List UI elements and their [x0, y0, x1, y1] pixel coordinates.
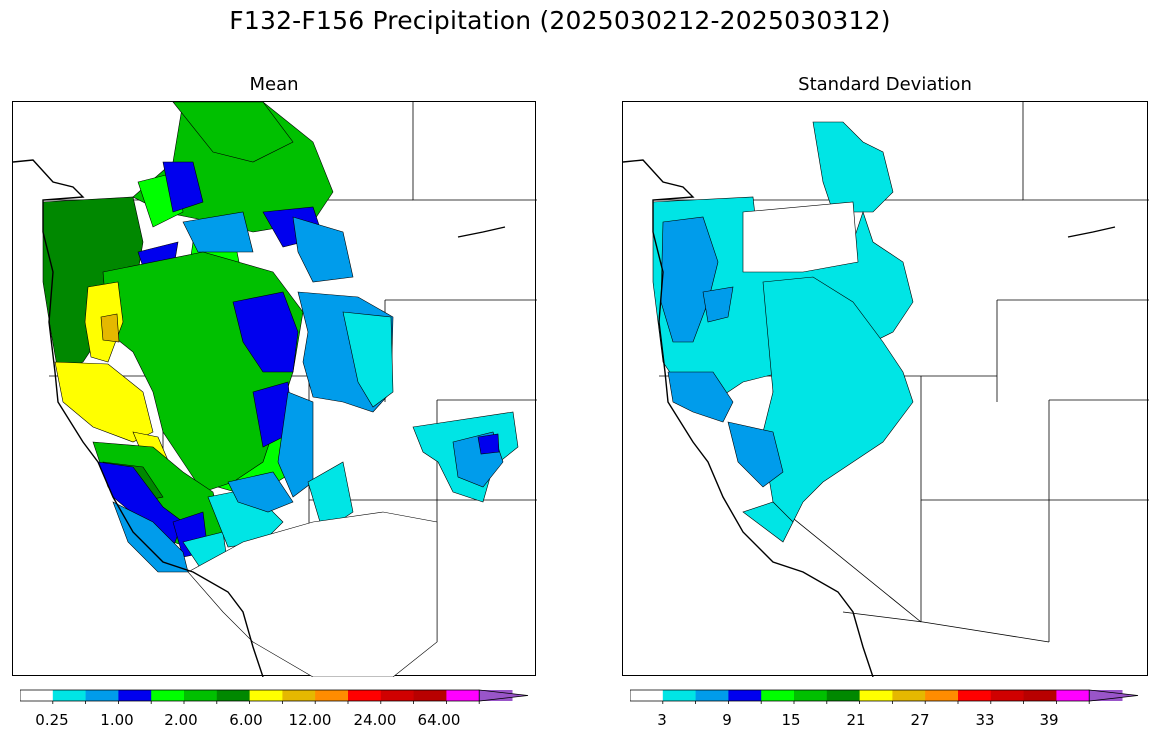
coastline	[623, 159, 1116, 677]
mean-colorbar: 0.25 1.00 2.00 6.00 12.00 24.00 64.00	[20, 689, 544, 737]
mean-colorbar-color-segment	[216, 690, 251, 701]
stddev-colorbar-color-segment	[958, 690, 992, 701]
mean-colorbar-color-segment	[118, 690, 152, 701]
mean-colorbar-tick-label: 2.00	[164, 711, 198, 729]
stddev-colorbar-color-segment	[859, 690, 893, 701]
stddev-colorbar-color-segment	[695, 690, 729, 701]
mean-colorbar-tick-label: 64.00	[417, 711, 461, 729]
mean-colorbar-tick-label: 12.00	[288, 711, 332, 729]
stddev-colorbar-tick-label: 27	[910, 711, 930, 729]
stddev-colorbar-color-segment	[826, 690, 861, 701]
stddev-colorbar-tick-label: 33	[975, 711, 995, 729]
mean-colorbar-tick-label: 1.00	[100, 711, 134, 729]
mean-colorbar-tick-label: 24.00	[353, 711, 397, 729]
stddev-colorbar-color-segment	[728, 690, 762, 701]
mean-colorbar-color-segment	[348, 690, 382, 701]
mean-panel-title: Mean	[249, 74, 299, 95]
mean-colorbar-strip	[20, 689, 529, 704]
mean-colorbar-color-segment	[184, 690, 218, 701]
stddev-colorbar-tick-label: 21	[846, 711, 866, 729]
mean-colorbar-color-segment	[446, 690, 480, 701]
mean-map	[12, 101, 537, 677]
stddev-colorbar-tick-label: 9	[722, 711, 732, 729]
stddev-map-canvas	[623, 102, 1149, 677]
mean-colorbar-extend-arrow	[478, 689, 529, 702]
stddev-colorbar-color-segment	[1023, 690, 1057, 701]
mean-precip-basins	[42, 102, 519, 677]
mean-map-canvas	[13, 102, 537, 677]
stddev-colorbar-color-segment	[794, 690, 828, 701]
stddev-colorbar-color-segment	[892, 690, 926, 701]
stddev-colorbar-strip	[630, 689, 1139, 704]
stddev-colorbar-tick-label: 3	[657, 711, 667, 729]
mean-colorbar-color-segment	[20, 690, 54, 701]
mean-colorbar-color-segment	[249, 690, 283, 701]
coastline	[13, 159, 506, 677]
stddev-colorbar-color-segment	[630, 690, 664, 701]
stddev-colorbar-color-segment	[761, 690, 795, 701]
mean-colorbar-color-segment	[52, 690, 87, 701]
mean-colorbar-color-segment	[413, 690, 447, 701]
mean-colorbar-color-segment	[380, 690, 415, 701]
stddev-colorbar-tick-label: 15	[781, 711, 801, 729]
stddev-colorbar-color-segment	[990, 690, 1025, 701]
mean-colorbar-tick-label: 0.25	[35, 711, 69, 729]
stddev-colorbar-color-segment	[1056, 690, 1090, 701]
stddev-colorbar-tick-label: 39	[1039, 711, 1059, 729]
stddev-colorbar-extend-arrow	[1088, 689, 1139, 702]
mean-colorbar-tick-label: 6.00	[229, 711, 263, 729]
mean-colorbar-color-segment	[315, 690, 349, 701]
mean-colorbar-color-segment	[282, 690, 316, 701]
stddev-colorbar-color-segment	[662, 690, 697, 701]
stddev-colorbar: 3 9 15 21 27 33 39	[630, 689, 1154, 737]
stddev-map	[622, 101, 1149, 677]
figure-title: F132-F156 Precipitation (2025030212-2025…	[229, 6, 891, 35]
stddev-basins	[652, 121, 914, 543]
mean-colorbar-color-segment	[151, 690, 185, 701]
stddev-panel-title: Standard Deviation	[798, 74, 972, 95]
stddev-colorbar-color-segment	[925, 690, 959, 701]
mean-colorbar-color-segment	[85, 690, 119, 701]
